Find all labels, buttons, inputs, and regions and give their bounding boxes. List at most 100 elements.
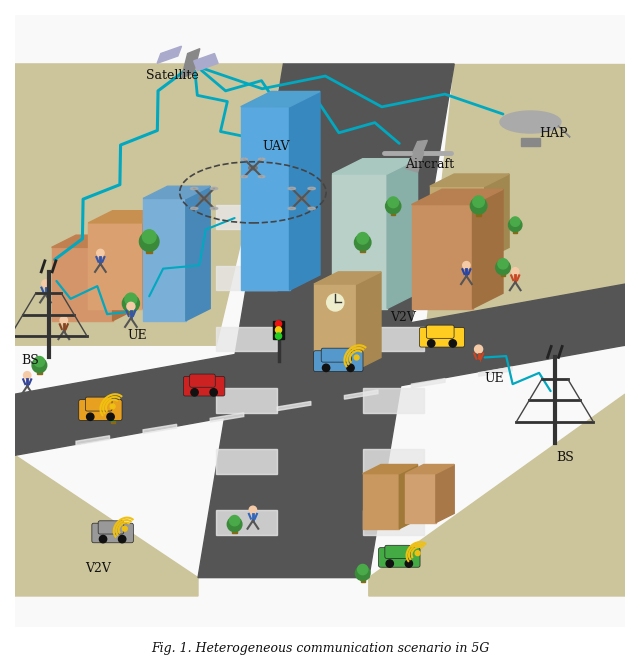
Polygon shape xyxy=(194,53,218,70)
Circle shape xyxy=(107,413,114,420)
FancyBboxPatch shape xyxy=(98,521,124,534)
Polygon shape xyxy=(314,284,356,370)
Polygon shape xyxy=(363,388,424,413)
Bar xyxy=(273,321,284,339)
Polygon shape xyxy=(15,64,284,345)
Polygon shape xyxy=(216,205,277,229)
FancyBboxPatch shape xyxy=(321,348,351,362)
Circle shape xyxy=(386,560,394,567)
Circle shape xyxy=(227,517,242,532)
Ellipse shape xyxy=(500,111,561,133)
Polygon shape xyxy=(484,174,509,260)
Circle shape xyxy=(415,551,420,555)
Polygon shape xyxy=(216,388,277,413)
Circle shape xyxy=(106,408,119,421)
Circle shape xyxy=(42,280,49,288)
Circle shape xyxy=(275,327,282,333)
Ellipse shape xyxy=(288,207,296,210)
Circle shape xyxy=(473,196,484,207)
Circle shape xyxy=(428,340,435,347)
Polygon shape xyxy=(363,327,424,351)
Text: V2V: V2V xyxy=(390,311,416,324)
Polygon shape xyxy=(143,186,210,199)
Polygon shape xyxy=(157,46,182,63)
Polygon shape xyxy=(88,223,143,309)
FancyBboxPatch shape xyxy=(426,325,454,338)
Ellipse shape xyxy=(297,196,307,201)
Circle shape xyxy=(122,526,127,531)
Bar xyxy=(147,245,152,253)
Ellipse shape xyxy=(308,207,316,210)
Polygon shape xyxy=(314,272,381,284)
Circle shape xyxy=(355,566,370,580)
Polygon shape xyxy=(332,174,387,309)
Polygon shape xyxy=(143,211,168,309)
Bar xyxy=(513,228,517,233)
Polygon shape xyxy=(143,199,186,321)
Text: Aircraft: Aircraft xyxy=(405,158,454,171)
Bar xyxy=(360,576,365,582)
Circle shape xyxy=(347,364,354,372)
Ellipse shape xyxy=(241,158,248,160)
Circle shape xyxy=(108,407,117,416)
Circle shape xyxy=(249,506,257,513)
Polygon shape xyxy=(430,186,484,260)
Ellipse shape xyxy=(259,158,265,160)
Polygon shape xyxy=(558,126,570,138)
Circle shape xyxy=(355,234,371,251)
Polygon shape xyxy=(198,64,454,578)
Polygon shape xyxy=(424,64,625,345)
Circle shape xyxy=(475,345,483,353)
FancyBboxPatch shape xyxy=(79,399,122,420)
Bar xyxy=(360,245,365,252)
Polygon shape xyxy=(344,390,378,399)
Circle shape xyxy=(326,294,344,311)
Circle shape xyxy=(354,355,359,360)
Polygon shape xyxy=(405,474,436,522)
Circle shape xyxy=(323,364,330,372)
Bar xyxy=(521,138,540,147)
Circle shape xyxy=(24,372,31,379)
Polygon shape xyxy=(210,413,244,422)
Polygon shape xyxy=(52,235,137,247)
Ellipse shape xyxy=(308,188,316,190)
Polygon shape xyxy=(15,455,198,596)
Polygon shape xyxy=(216,449,277,474)
Bar xyxy=(37,368,42,374)
Circle shape xyxy=(230,515,240,526)
Polygon shape xyxy=(412,190,503,205)
Circle shape xyxy=(140,232,159,251)
Polygon shape xyxy=(277,401,311,411)
Circle shape xyxy=(385,199,401,214)
Polygon shape xyxy=(436,465,454,522)
Polygon shape xyxy=(241,107,289,290)
Circle shape xyxy=(357,232,369,244)
Circle shape xyxy=(210,389,218,396)
Polygon shape xyxy=(363,266,424,290)
Ellipse shape xyxy=(259,176,265,178)
Bar xyxy=(391,209,396,215)
Polygon shape xyxy=(216,327,277,351)
Circle shape xyxy=(509,218,522,232)
Polygon shape xyxy=(216,266,277,290)
FancyBboxPatch shape xyxy=(314,351,363,372)
Text: V2V: V2V xyxy=(85,561,111,574)
Circle shape xyxy=(97,249,104,257)
Polygon shape xyxy=(241,91,320,107)
Circle shape xyxy=(122,295,140,312)
Circle shape xyxy=(498,259,508,269)
FancyBboxPatch shape xyxy=(189,374,215,388)
Text: UE: UE xyxy=(484,372,504,385)
Circle shape xyxy=(275,333,282,339)
Polygon shape xyxy=(363,205,424,229)
Circle shape xyxy=(60,316,67,324)
Circle shape xyxy=(110,404,115,409)
Polygon shape xyxy=(88,211,168,223)
Polygon shape xyxy=(216,511,277,535)
Circle shape xyxy=(405,560,413,567)
Polygon shape xyxy=(52,247,113,321)
Polygon shape xyxy=(479,367,512,376)
Polygon shape xyxy=(363,449,424,474)
Polygon shape xyxy=(412,378,445,388)
Circle shape xyxy=(32,358,47,372)
